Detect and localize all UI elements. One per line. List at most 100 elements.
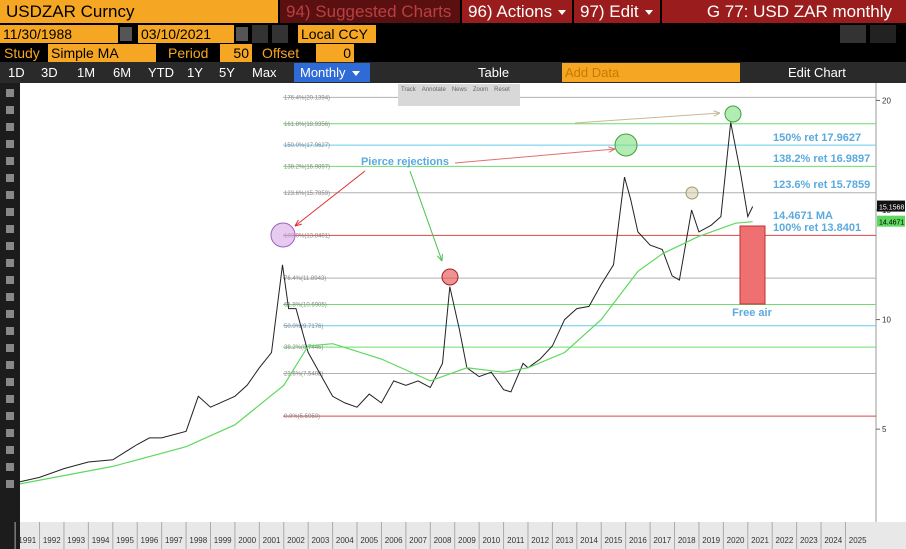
- x-tick-label: 2025: [849, 536, 867, 545]
- x-tick-label: 2019: [702, 536, 720, 545]
- sidebar-icon[interactable]: [6, 344, 14, 352]
- x-tick-label: 2017: [653, 536, 671, 545]
- price-tag: [877, 200, 905, 212]
- x-tick-label: 1999: [214, 536, 232, 545]
- sidebar-icon[interactable]: [6, 310, 14, 318]
- chart-area: [20, 83, 906, 549]
- x-tick-label: 2008: [434, 536, 452, 545]
- sidebar-icon[interactable]: [6, 480, 14, 488]
- sidebar-icon[interactable]: [6, 242, 14, 250]
- next-button[interactable]: [272, 25, 288, 43]
- arrow: [294, 170, 366, 227]
- sidebar-icon[interactable]: [6, 140, 14, 148]
- edit-menu[interactable]: 97) Edit: [574, 0, 660, 23]
- period-button[interactable]: YTD: [148, 65, 174, 80]
- x-tick-label: 2024: [824, 536, 842, 545]
- edit: 97) Edit: [580, 2, 639, 21]
- sidebar-icon[interactable]: [6, 225, 14, 233]
- sidebar-icon[interactable]: [6, 106, 14, 114]
- x-tick-label: 2016: [629, 536, 647, 545]
- frequency[interactable]: Monthly: [294, 63, 370, 82]
- x-tick-label: 1992: [43, 536, 61, 545]
- redo-button[interactable]: [870, 25, 896, 43]
- arrow: [574, 112, 721, 124]
- sidebar-icon[interactable]: [6, 463, 14, 471]
- ticker[interactable]: USDZAR Curncy: [0, 0, 278, 23]
- x-tick-label: 2001: [263, 536, 281, 545]
- undo-button[interactable]: [840, 25, 866, 43]
- fib-label: 38.2%(8.7446): [284, 345, 323, 351]
- fib-label: 123.6%(15.7859): [284, 191, 330, 197]
- end-date[interactable]: 03/10/2021: [138, 25, 234, 43]
- x-tick-label: 2018: [678, 536, 696, 545]
- sidebar-icon[interactable]: [6, 446, 14, 454]
- add-data[interactable]: Add Data: [562, 63, 740, 82]
- table-button[interactable]: Table: [478, 65, 510, 80]
- calendar-icon[interactable]: [236, 27, 248, 41]
- period-button[interactable]: Max: [252, 65, 277, 80]
- toolbar: [0, 62, 906, 83]
- fib-label: 138.2%(16.9897): [284, 164, 330, 170]
- mini-tool[interactable]: Annotate: [421, 87, 446, 93]
- fib-label: 161.8%(18.9356): [284, 122, 330, 128]
- edit-chart[interactable]: Edit Chart: [788, 65, 846, 80]
- sidebar-icon[interactable]: [6, 208, 14, 216]
- suggested-charts[interactable]: 94) Suggested Charts: [280, 0, 460, 23]
- x-tick-label: 2021: [751, 536, 769, 545]
- highlight-circle: [685, 186, 699, 200]
- period-button[interactable]: 1M: [77, 65, 96, 80]
- prev-button[interactable]: [252, 25, 268, 43]
- sidebar-icon[interactable]: [6, 412, 14, 420]
- mini-tool[interactable]: Zoom: [472, 87, 489, 93]
- highlight-circle: [441, 268, 459, 286]
- x-tick-label: 2003: [311, 536, 329, 545]
- fib-label: 76.4%(11.8943): [284, 276, 326, 282]
- sidebar-icon[interactable]: [6, 89, 14, 97]
- study-name[interactable]: Simple MA: [48, 44, 156, 62]
- sidebar-icon[interactable]: [6, 361, 14, 369]
- sidebar-icon[interactable]: [6, 174, 14, 182]
- fib-label: 23.6%(7.5408): [284, 371, 323, 377]
- period-button[interactable]: 5Y: [219, 65, 235, 80]
- fib-label: 0.0%(5.5950): [284, 414, 320, 420]
- series-line: [19, 221, 753, 485]
- price-tag-label: 14.4671: [879, 220, 904, 227]
- level-note: 14.4671 MA: [773, 210, 833, 222]
- sidebar-icon[interactable]: [6, 276, 14, 284]
- mini-tool[interactable]: Track: [401, 87, 416, 93]
- sidebar-icon[interactable]: [6, 293, 14, 301]
- study-label: Study: [4, 45, 40, 61]
- x-tick-label: 2006: [385, 536, 403, 545]
- sidebar-icon[interactable]: [6, 327, 14, 335]
- sidebar-icon[interactable]: [6, 123, 14, 131]
- sidebar-icon[interactable]: [6, 378, 14, 386]
- arrow-head: [436, 253, 443, 262]
- currency[interactable]: Local CCY: [298, 25, 376, 43]
- calendar-icon[interactable]: [120, 27, 132, 41]
- period[interactable]: 50: [220, 44, 252, 62]
- price-tag-label: 15.1568: [879, 205, 904, 212]
- period-button[interactable]: 1Y: [187, 65, 203, 80]
- offset[interactable]: 0: [316, 44, 354, 62]
- x-tick-label: 1997: [165, 536, 183, 545]
- sidebar-icon[interactable]: [6, 191, 14, 199]
- chart: 1991 1992 1993 1994 1995 1996 1997 1998 1999 2000…: [6, 83, 906, 549]
- x-tick-label: 2002: [287, 536, 305, 545]
- sidebar-icon[interactable]: [6, 259, 14, 267]
- x-tick-label: 2015: [605, 536, 623, 545]
- x-tick-label: 2005: [360, 536, 378, 545]
- actions-menu[interactable]: 96) Actions: [462, 0, 572, 23]
- x-tick-label: 1995: [116, 536, 134, 545]
- mini-tool[interactable]: Reset: [494, 87, 510, 93]
- sidebar-icon[interactable]: [6, 395, 14, 403]
- period-button[interactable]: 6M: [113, 65, 132, 80]
- sidebar-icon[interactable]: [6, 429, 14, 437]
- period-button[interactable]: 3D: [41, 65, 58, 80]
- offset-label: Offset: [262, 45, 300, 61]
- start-date[interactable]: 11/30/1988: [0, 25, 118, 43]
- period-button[interactable]: 1D: [8, 65, 25, 80]
- sidebar-icon[interactable]: [6, 157, 14, 165]
- y-tick-label: 20: [882, 96, 891, 105]
- mini-tool[interactable]: News: [451, 87, 467, 93]
